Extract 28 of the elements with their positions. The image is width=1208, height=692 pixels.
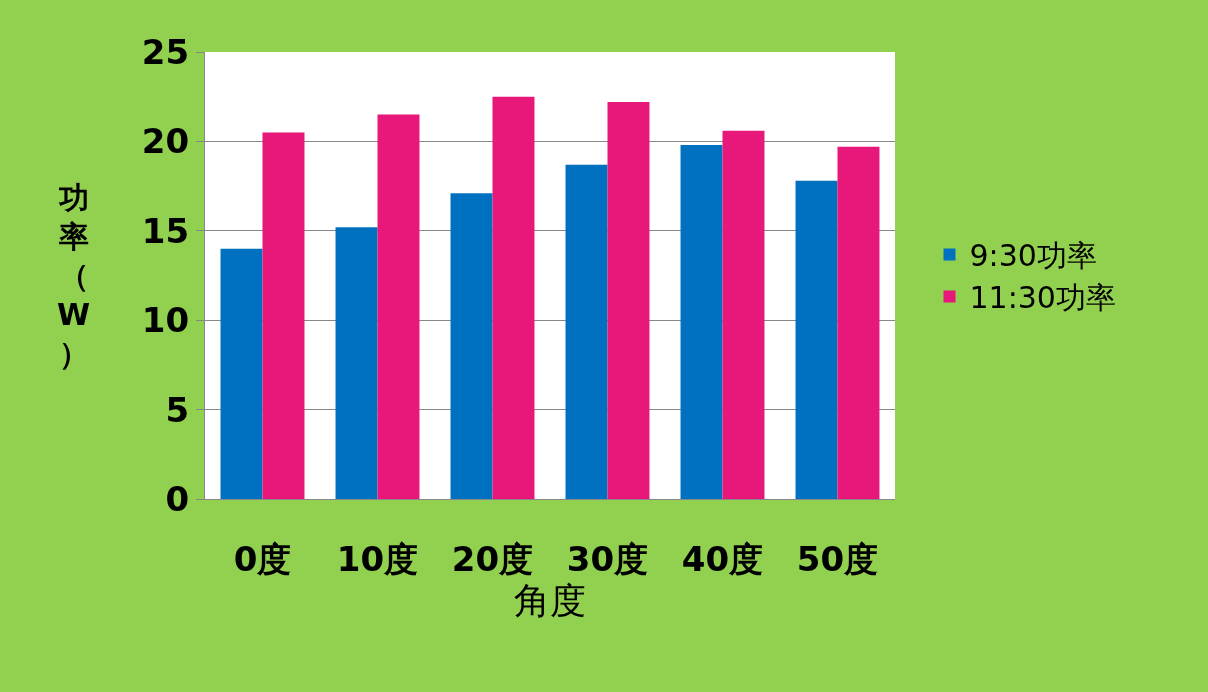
x-tick-label: 50度 [796, 538, 879, 579]
bar [262, 132, 305, 499]
x-tick-label: 20度 [451, 538, 534, 579]
y-tick-label: 25 [141, 31, 190, 72]
y-tick-label: 0 [165, 478, 190, 519]
bar [450, 193, 493, 499]
x-tick-label: 0度 [233, 538, 292, 579]
legend-label: 9:30功率 [969, 238, 1097, 274]
y-tick-label: 5 [165, 389, 190, 430]
y-tick-label: 20 [141, 121, 190, 162]
bar [492, 96, 535, 499]
y-tick-label: 15 [141, 210, 190, 251]
y-axis-title: 功率（W） [57, 180, 91, 371]
x-tick-label: 10度 [336, 538, 419, 579]
x-tick-label: 40度 [681, 538, 764, 579]
bar [837, 146, 880, 499]
y-tick-label: 10 [141, 300, 190, 341]
bar [377, 114, 420, 499]
legend-label: 11:30功率 [969, 280, 1116, 316]
bar [722, 130, 765, 499]
bar [220, 248, 263, 499]
bar [565, 164, 608, 499]
bar [607, 102, 650, 499]
x-axis-title: 角度 [514, 580, 586, 622]
bar [795, 180, 838, 499]
bar [680, 144, 723, 499]
x-tick-label: 30度 [566, 538, 649, 579]
bar [335, 227, 378, 499]
